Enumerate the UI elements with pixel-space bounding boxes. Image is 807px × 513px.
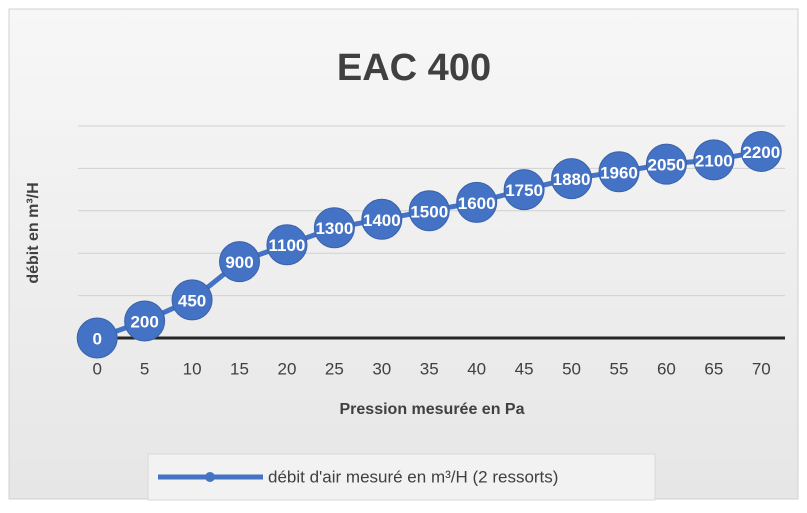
marker — [408, 190, 450, 232]
y-axis-title: débit en m³/H — [25, 182, 42, 283]
marker — [456, 181, 498, 223]
x-tick-label: 20 — [277, 359, 296, 378]
x-tick-label: 35 — [420, 359, 439, 378]
data-label: 2200 — [742, 143, 780, 162]
marker — [598, 151, 640, 193]
marker — [266, 224, 308, 266]
marker — [645, 143, 687, 185]
x-tick-label: 60 — [657, 359, 676, 378]
x-tick-label: 70 — [752, 359, 771, 378]
marker — [551, 158, 593, 200]
x-tick-label: 55 — [610, 359, 629, 378]
chart-title: EAC 400 — [337, 47, 491, 89]
marker — [219, 241, 261, 283]
data-label: 1600 — [458, 194, 496, 213]
marker — [313, 207, 355, 249]
data-label: 0 — [92, 329, 101, 348]
data-label: 1100 — [269, 236, 306, 255]
data-label: 2050 — [648, 156, 686, 175]
x-tick-label: 65 — [704, 359, 723, 378]
x-tick-label: 15 — [230, 359, 249, 378]
legend-label: débit d'air mesuré en m³/H (2 ressorts) — [268, 467, 558, 486]
marker — [76, 317, 118, 359]
data-label: 1300 — [315, 219, 353, 238]
marker — [503, 169, 545, 211]
data-label: 200 — [130, 313, 158, 332]
data-label: 1500 — [410, 202, 448, 221]
x-tick-label: 10 — [183, 359, 202, 378]
data-label: 1750 — [505, 181, 543, 200]
x-tick-label: 25 — [325, 359, 344, 378]
marker — [171, 279, 213, 321]
x-tick-label: 45 — [515, 359, 534, 378]
marker — [693, 139, 735, 181]
marker — [124, 300, 166, 342]
marker — [740, 130, 782, 172]
x-tick-label: 50 — [562, 359, 581, 378]
data-label: 1880 — [553, 170, 591, 189]
chart-background — [8, 8, 799, 500]
data-label: 1960 — [600, 163, 638, 182]
x-tick-label: 40 — [467, 359, 486, 378]
x-tick-label: 5 — [140, 359, 149, 378]
data-label: 2100 — [695, 151, 733, 170]
x-axis-title: Pression mesurée en Pa — [340, 401, 525, 418]
data-label: 450 — [178, 291, 206, 310]
data-label: 900 — [225, 253, 253, 272]
x-tick-label: 0 — [92, 359, 101, 378]
legend-marker — [205, 472, 215, 482]
marker — [361, 198, 403, 240]
data-label: 1400 — [363, 211, 401, 230]
x-tick-label: 30 — [372, 359, 391, 378]
